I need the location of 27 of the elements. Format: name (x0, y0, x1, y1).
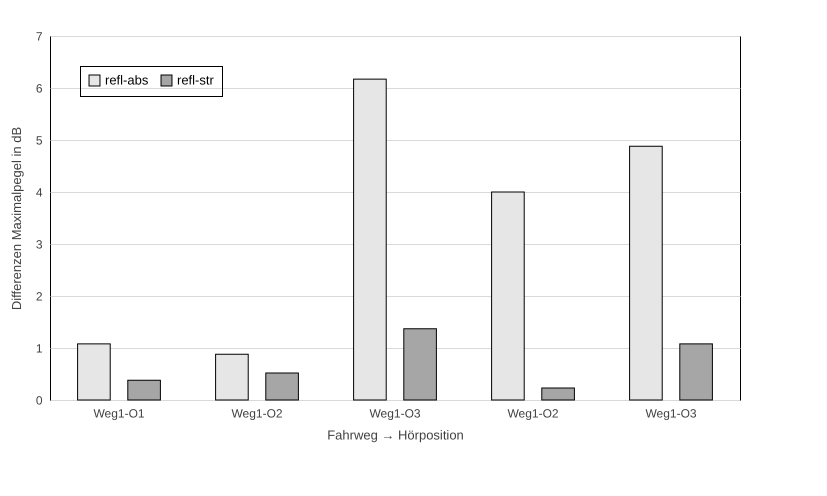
bar (403, 328, 437, 400)
bar (215, 354, 249, 400)
legend-label: refl-abs (105, 72, 149, 88)
x-axis-title: Fahrweg → Hörposition (327, 428, 464, 442)
bar (265, 372, 299, 400)
y-tick-label: 4 (36, 186, 43, 200)
y-tick-label: 5 (36, 134, 43, 148)
bar (127, 380, 161, 400)
y-tick-label: 6 (36, 82, 43, 96)
y-tick-label: 0 (36, 394, 43, 408)
bar (679, 343, 713, 400)
x-tick-label: Weg1-O1 (93, 406, 145, 420)
y-tick-label: 2 (36, 290, 43, 304)
x-tick-label: Weg1-O3 (645, 406, 697, 420)
y-tick-label: 7 (36, 30, 43, 44)
bar (629, 146, 663, 400)
y-tick-label: 1 (36, 342, 43, 356)
bar (541, 388, 575, 400)
bar (491, 192, 525, 400)
bar (353, 78, 387, 400)
x-tick-label: Weg1-O3 (369, 406, 421, 420)
y-axis-title: Differenzen Maximalpegel in dB (8, 126, 24, 310)
y-tick-label: 3 (36, 238, 43, 252)
x-tick-label: Weg1-O2 (507, 406, 559, 420)
legend-label: refl-str (177, 72, 214, 88)
x-tick-label: Weg1-O2 (231, 406, 283, 420)
bar (77, 343, 111, 400)
